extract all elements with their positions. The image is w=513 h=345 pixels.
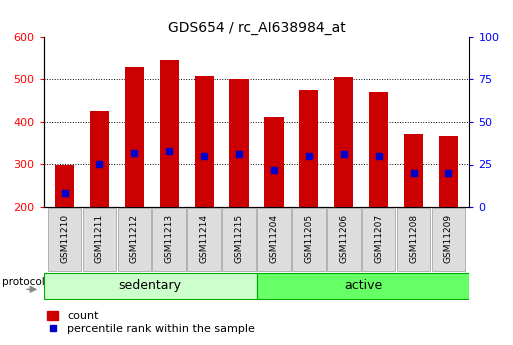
Bar — [90, 110, 109, 207]
Bar — [229, 79, 249, 207]
Bar — [369, 92, 388, 207]
Text: GSM11212: GSM11212 — [130, 214, 139, 263]
FancyBboxPatch shape — [362, 208, 396, 271]
Text: GSM11208: GSM11208 — [409, 214, 418, 263]
Legend: count, percentile rank within the sample: count, percentile rank within the sample — [42, 306, 261, 339]
Text: GSM11207: GSM11207 — [374, 214, 383, 263]
FancyBboxPatch shape — [48, 208, 81, 271]
FancyBboxPatch shape — [117, 208, 151, 271]
Bar — [334, 77, 353, 207]
Bar — [44, 273, 256, 299]
Text: GSM11206: GSM11206 — [339, 214, 348, 263]
Bar — [264, 117, 284, 207]
Bar — [256, 273, 469, 299]
FancyBboxPatch shape — [397, 208, 430, 271]
Text: sedentary: sedentary — [119, 279, 182, 292]
Text: GSM11215: GSM11215 — [234, 214, 244, 263]
Text: GSM11211: GSM11211 — [95, 214, 104, 263]
FancyBboxPatch shape — [187, 208, 221, 271]
Text: GSM11213: GSM11213 — [165, 214, 174, 263]
FancyBboxPatch shape — [222, 208, 256, 271]
Bar — [299, 90, 319, 207]
Bar — [194, 76, 214, 207]
FancyBboxPatch shape — [432, 208, 465, 271]
FancyBboxPatch shape — [152, 208, 186, 271]
Text: GSM11209: GSM11209 — [444, 214, 453, 263]
Bar — [55, 165, 74, 207]
Bar — [439, 136, 458, 207]
FancyBboxPatch shape — [327, 208, 361, 271]
Text: active: active — [344, 279, 382, 292]
FancyBboxPatch shape — [257, 208, 291, 271]
Text: GSM11204: GSM11204 — [269, 214, 279, 263]
Text: protocol: protocol — [2, 277, 45, 287]
Text: GSM11214: GSM11214 — [200, 214, 209, 263]
Bar — [125, 67, 144, 207]
Title: GDS654 / rc_AI638984_at: GDS654 / rc_AI638984_at — [168, 21, 345, 34]
FancyBboxPatch shape — [292, 208, 326, 271]
FancyBboxPatch shape — [83, 208, 116, 271]
Text: GSM11210: GSM11210 — [60, 214, 69, 263]
Bar — [404, 134, 423, 207]
Text: GSM11205: GSM11205 — [304, 214, 313, 263]
Bar — [160, 60, 179, 207]
